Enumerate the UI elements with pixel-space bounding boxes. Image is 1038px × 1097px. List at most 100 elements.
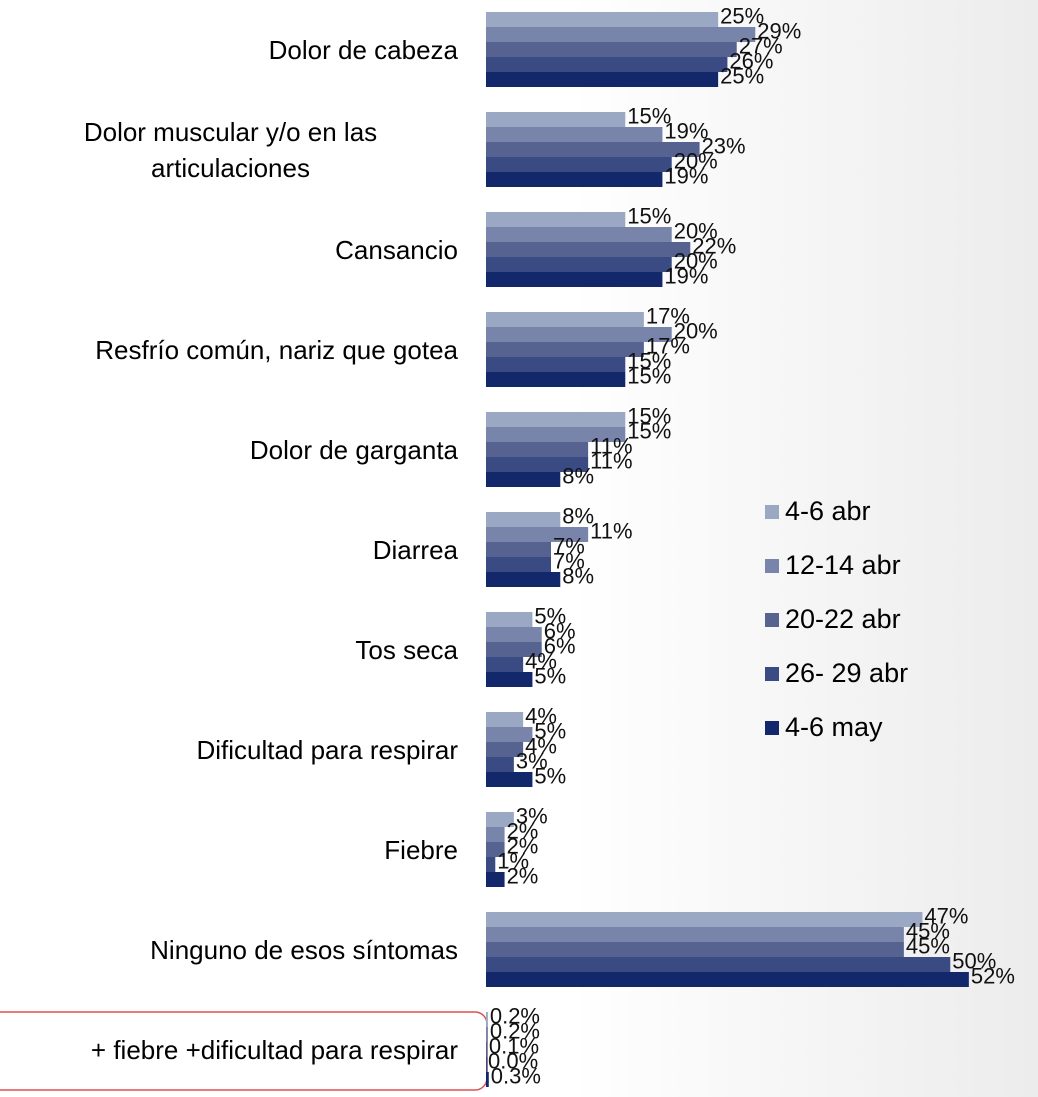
category-label: Resfrío común, nariz que gotea xyxy=(95,334,458,365)
value-label: 20% xyxy=(674,218,718,243)
value-label: 7% xyxy=(553,548,585,573)
bar xyxy=(486,172,663,187)
bar xyxy=(486,142,700,157)
value-label: 3% xyxy=(516,803,548,828)
category-label: Dolor de garganta xyxy=(249,434,458,465)
value-label: 17% xyxy=(646,303,690,328)
legend-swatch xyxy=(765,505,779,519)
category-label: Cansancio xyxy=(335,234,458,265)
value-label: 5% xyxy=(534,763,566,788)
bar xyxy=(486,457,589,472)
value-label: 50% xyxy=(952,948,996,973)
bar xyxy=(486,127,663,142)
bar xyxy=(486,642,542,657)
bar xyxy=(486,912,923,927)
value-label: 6% xyxy=(544,618,576,643)
category-label: Dificultad para respirar xyxy=(196,734,458,765)
bar xyxy=(486,957,951,972)
value-label: 11% xyxy=(590,518,632,543)
bar xyxy=(486,27,756,42)
bar xyxy=(486,327,672,342)
value-label: 3% xyxy=(516,748,548,773)
value-label: 11% xyxy=(590,433,632,458)
value-label: 15% xyxy=(627,348,671,373)
value-label: 15% xyxy=(627,418,671,443)
value-label: 26% xyxy=(729,48,773,73)
bar xyxy=(486,827,505,842)
category-label: Fiebre xyxy=(384,834,458,865)
value-label: 2% xyxy=(507,863,539,888)
value-label: 5% xyxy=(534,718,566,743)
bar xyxy=(486,557,551,572)
value-label: 15% xyxy=(627,203,671,228)
bar xyxy=(486,12,719,27)
value-label: 29% xyxy=(757,18,801,43)
bar xyxy=(486,42,737,57)
value-label: 20% xyxy=(674,318,718,343)
value-label: 11% xyxy=(590,448,632,473)
value-label: 0.2% xyxy=(490,1003,540,1028)
bar xyxy=(486,572,561,587)
bar xyxy=(486,542,551,557)
value-label: 25% xyxy=(720,3,764,28)
category-label: Ninguno de esos síntomas xyxy=(150,934,458,965)
bar xyxy=(486,757,514,772)
bar xyxy=(486,342,644,357)
legend-label: 12-14 abr xyxy=(785,550,901,580)
value-label: 20% xyxy=(674,148,718,173)
value-label: 20% xyxy=(674,248,718,273)
bar xyxy=(486,672,533,687)
bar xyxy=(486,472,561,487)
value-label: 0.1% xyxy=(489,1033,539,1058)
bar xyxy=(486,742,524,757)
bar xyxy=(486,727,533,742)
legend-swatch xyxy=(765,667,779,681)
category-label: Dolor de cabeza xyxy=(268,34,458,65)
category-label: Diarrea xyxy=(372,534,458,565)
bar xyxy=(486,942,904,957)
bar xyxy=(486,227,672,242)
bar xyxy=(486,927,904,942)
value-label: 8% xyxy=(562,563,594,588)
bar xyxy=(486,157,672,172)
value-label: 0.0% xyxy=(488,1048,538,1073)
value-label: 15% xyxy=(627,103,671,128)
value-label: 6% xyxy=(544,633,576,658)
bar xyxy=(486,1027,488,1042)
value-label: 2% xyxy=(507,818,539,843)
legend-label: 4-6 abr xyxy=(785,496,871,526)
value-label: 4% xyxy=(525,703,557,728)
bar xyxy=(486,427,626,442)
bar xyxy=(486,1057,488,1072)
value-label: 15% xyxy=(627,363,671,388)
bar xyxy=(486,627,542,642)
value-label: 4% xyxy=(525,648,557,673)
bar xyxy=(486,657,524,672)
bar xyxy=(486,772,533,787)
value-label: 2% xyxy=(507,833,539,858)
value-label: 0.2% xyxy=(490,1018,540,1043)
value-label: 22% xyxy=(692,233,736,258)
legend-label: 4-6 may xyxy=(785,712,883,742)
bar xyxy=(486,257,672,272)
bar xyxy=(486,412,626,427)
category-label: + fiebre +dificultad para respirar xyxy=(90,1034,458,1065)
bar xyxy=(486,842,505,857)
value-label: 0.3% xyxy=(491,1063,541,1088)
bar xyxy=(486,312,644,327)
bar xyxy=(486,242,691,257)
legend-swatch xyxy=(765,613,779,627)
bar xyxy=(486,357,626,372)
value-label: 8% xyxy=(562,503,594,528)
bar xyxy=(486,972,969,987)
bar xyxy=(486,712,524,727)
legend-label: 20-22 abr xyxy=(785,604,901,634)
value-label: 5% xyxy=(534,663,566,688)
value-label: 23% xyxy=(702,133,746,158)
value-label: 52% xyxy=(971,963,1015,988)
value-label: 25% xyxy=(720,63,764,88)
value-label: 45% xyxy=(906,918,950,943)
value-label: 15% xyxy=(627,403,671,428)
category-label: Tos seca xyxy=(355,634,458,665)
value-label: 19% xyxy=(664,163,708,188)
